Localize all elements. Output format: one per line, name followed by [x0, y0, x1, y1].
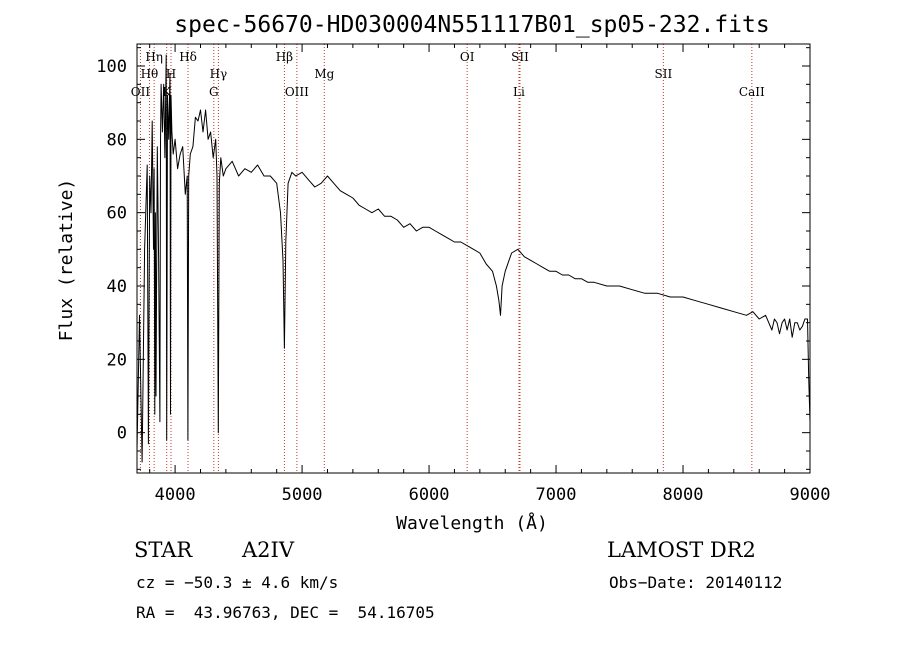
object-subclass: A2IV	[242, 538, 294, 562]
y-tick-label: 0	[117, 424, 127, 444]
redshift-velocity: cz = −50.3 ± 4.6 km/s	[136, 573, 339, 592]
line-marker-label: Hβ	[276, 50, 293, 64]
line-marker-label: Hδ	[179, 50, 197, 64]
line-marker-label: Hη	[145, 50, 163, 64]
spectrum-line	[136, 54, 811, 463]
object-type: STAR	[134, 538, 193, 562]
spectrum-series	[136, 54, 811, 463]
observation-date: Obs−Date: 20140112	[609, 573, 783, 592]
x-tick-label: 8000	[663, 485, 704, 505]
line-marker-label: SII	[511, 50, 529, 64]
y-tick-label: 60	[107, 204, 127, 224]
line-marker-label: Mg	[314, 67, 334, 81]
y-tick-label: 100	[96, 57, 127, 77]
chart-title: spec-56670-HD030004N551117B01_sp05-232.f…	[174, 12, 769, 38]
x-tick-label: 4000	[155, 485, 196, 505]
line-marker-label: OIII	[285, 85, 309, 99]
plot-frame	[136, 43, 811, 474]
x-tick-label: 6000	[409, 485, 450, 505]
line-marker-label: OI	[460, 50, 475, 64]
line-marker-label: OII	[131, 85, 151, 99]
line-marker-label: G	[209, 85, 219, 99]
x-tick-label: 9000	[790, 485, 831, 505]
y-axis-label: Flux (relative)	[56, 179, 77, 342]
line-marker-label: H	[166, 67, 176, 81]
line-marker-label: CaII	[739, 85, 765, 99]
x-axis-label: Wavelength (Å)	[396, 512, 548, 534]
survey-name: LAMOST DR2	[607, 538, 756, 562]
line-marker-label: SII	[654, 67, 672, 81]
y-tick-label: 20	[107, 350, 127, 370]
coordinates: RA = 43.96763, DEC = 54.16705	[136, 603, 435, 622]
y-tick-label: 40	[107, 277, 127, 297]
line-marker-label: Li	[513, 85, 525, 99]
line-marker-label: K	[162, 85, 172, 99]
y-tick-label: 80	[107, 130, 127, 150]
line-marker-label: Hγ	[210, 67, 228, 81]
x-tick-label: 5000	[282, 485, 323, 505]
line-marker-label: Hθ	[141, 67, 159, 81]
x-tick-label: 7000	[536, 485, 577, 505]
axes: 4000 5000 6000 7000 8000 9000 0 20 40 60 80 100	[96, 44, 830, 505]
